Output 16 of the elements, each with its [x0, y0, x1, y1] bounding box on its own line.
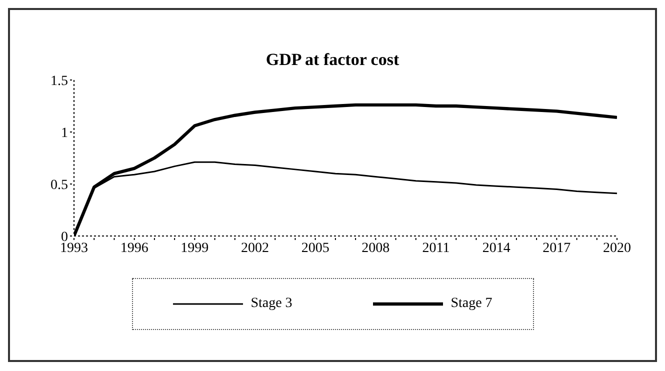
x-tick-label: 1993 — [60, 240, 88, 256]
x-tick-label: 2005 — [301, 240, 330, 256]
x-tick-label: 2017 — [542, 240, 571, 256]
x-tick-label: 1996 — [120, 240, 148, 256]
x-tick-label: 2008 — [362, 240, 390, 256]
x-tick-label: 2020 — [603, 240, 631, 256]
chart-title: GDP at factor cost — [264, 49, 400, 71]
y-tick-label: 1.5 — [50, 74, 68, 89]
x-tick-label: 2014 — [482, 240, 510, 256]
x-tick-label: 2011 — [422, 240, 450, 256]
x-tick-label: 1999 — [180, 240, 209, 256]
y-tick-label: 0.5 — [50, 178, 68, 193]
legend-label: Stage 3 — [250, 296, 292, 312]
y-tick-label: 1 — [61, 126, 68, 141]
legend-label: Stage 7 — [450, 296, 492, 312]
x-tick-label: 2002 — [241, 240, 269, 256]
